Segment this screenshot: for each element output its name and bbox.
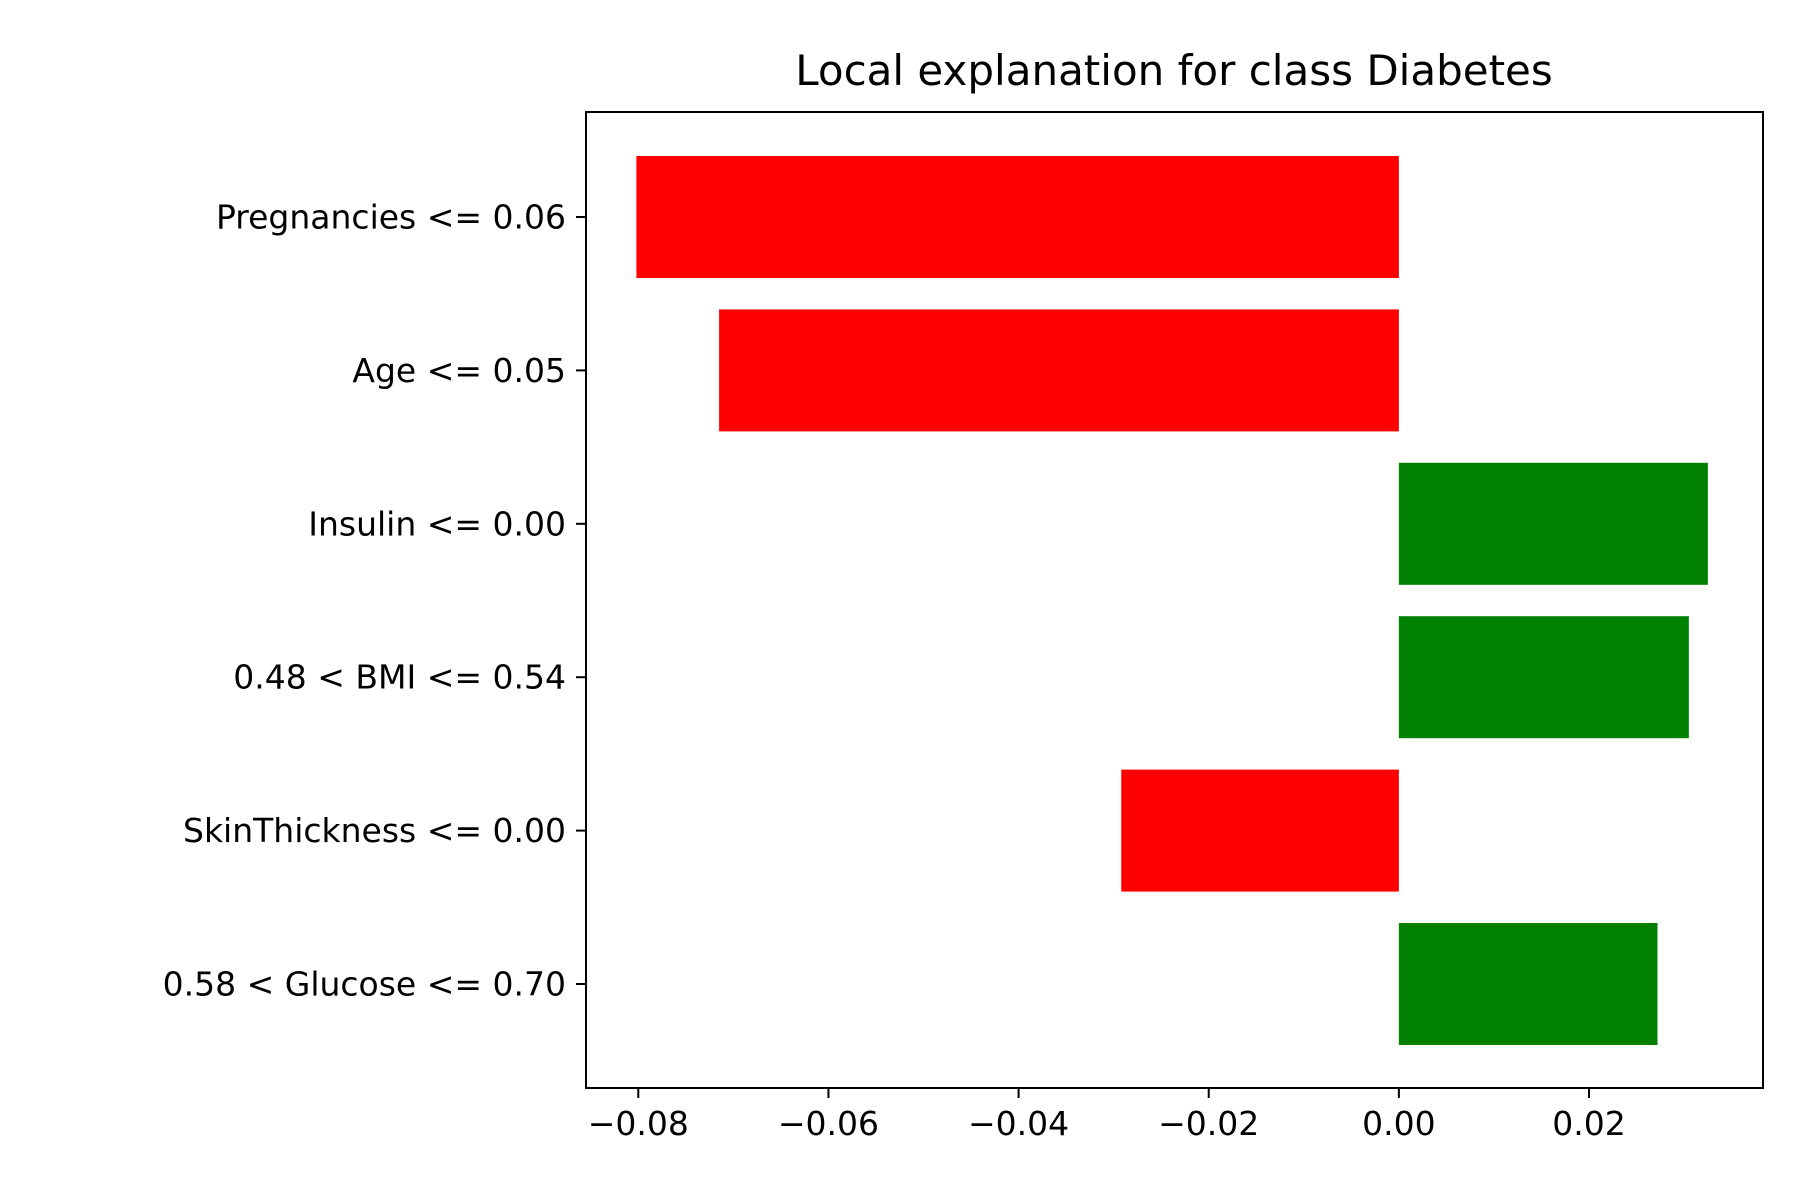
- bar-0: [636, 156, 1399, 278]
- x-tick-label: 0.00: [1362, 1104, 1435, 1143]
- y-axis: Pregnancies <= 0.06 Age <= 0.05 Insulin <=…: [163, 198, 586, 1004]
- x-tick-label: −0.02: [1158, 1104, 1259, 1143]
- bar-3: [1398, 616, 1689, 739]
- x-tick-label: −0.06: [778, 1104, 879, 1143]
- y-tick-label: SkinThickness <= 0.00: [183, 811, 566, 850]
- x-tick-label: −0.04: [968, 1104, 1069, 1143]
- bars-group: [636, 156, 1708, 1045]
- x-tick-label: 0.02: [1552, 1104, 1625, 1143]
- y-tick-label: Age <= 0.05: [352, 351, 566, 390]
- x-axis: −0.08 −0.06 −0.04 −0.02 0.00 0.02: [588, 1088, 1626, 1143]
- y-tick-label: 0.48 < BMI <= 0.54: [233, 658, 566, 697]
- bar-2: [1398, 462, 1708, 585]
- y-tick-label: Insulin <= 0.00: [308, 504, 566, 543]
- chart-title: Local explanation for class Diabetes: [795, 46, 1553, 95]
- bar-1: [719, 309, 1399, 432]
- y-tick-label: Pregnancies <= 0.06: [216, 198, 566, 237]
- bar-5: [1398, 923, 1658, 1045]
- x-tick-label: −0.08: [588, 1104, 689, 1143]
- plot-frame: [585, 111, 1764, 1089]
- y-tick-label: 0.58 < Glucose <= 0.70: [163, 965, 566, 1004]
- bar-4: [1121, 769, 1399, 892]
